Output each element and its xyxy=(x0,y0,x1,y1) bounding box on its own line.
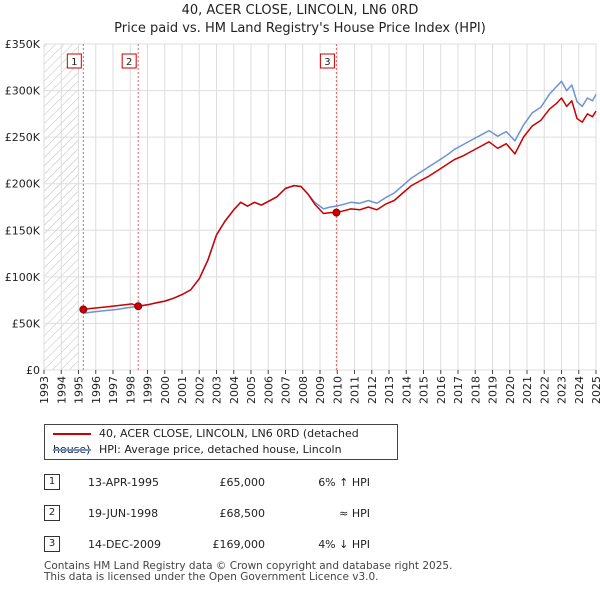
x-tick-label: 2025 xyxy=(590,376,600,404)
chart-title-block: 40, ACER CLOSE, LINCOLN, LN6 0RD Price p… xyxy=(0,2,600,38)
transaction-number-badge: 3 xyxy=(44,536,60,552)
x-tick-label: 1994 xyxy=(55,376,68,404)
price-chart: 1 2 3 £0 £50K £100K £150K £200K £250K £300K £350K… xyxy=(5,40,600,404)
transaction-hpi-comparison: 4% ↓ HPI xyxy=(318,538,370,551)
attribution-footer: Contains HM Land Registry data © Crown c… xyxy=(44,561,452,583)
y-axis-ticks: £0 £50K £100K £150K £200K £250K £300K £350K xyxy=(5,40,41,377)
x-tick-label: 2005 xyxy=(245,376,258,404)
x-tick-label: 2004 xyxy=(228,376,241,404)
x-tick-label: 2006 xyxy=(262,376,275,404)
transaction-number-badge: 1 xyxy=(44,474,60,490)
y-tick-label: £100K xyxy=(5,271,41,284)
x-tick-label: 1996 xyxy=(90,376,103,404)
transaction-hpi-comparison: 6% ↑ HPI xyxy=(318,476,370,489)
transaction-badge-box xyxy=(319,53,335,69)
transaction-badge-box xyxy=(66,53,82,69)
x-tick-label: 2001 xyxy=(176,376,189,404)
series-lines xyxy=(83,80,597,314)
transaction-marker xyxy=(79,305,88,314)
transaction-badge: 1 xyxy=(66,53,82,69)
x-tick-label: 2015 xyxy=(418,376,431,404)
transaction-price: £65,000 xyxy=(219,476,266,489)
transaction-markers xyxy=(79,208,341,314)
transaction-vlines: 1 2 3 xyxy=(66,44,337,370)
y-tick-label: £0 xyxy=(26,364,40,377)
x-tick-label: 2002 xyxy=(193,376,206,404)
transaction-marker xyxy=(134,302,143,311)
x-tick-label: 2008 xyxy=(297,376,310,404)
x-tick-label: 1993 xyxy=(38,376,51,404)
transaction-badge-label: 1 xyxy=(71,57,77,68)
transaction-badge: 2 xyxy=(121,53,137,69)
x-tick-label: 2023 xyxy=(556,376,569,404)
page-title: 40, ACER CLOSE, LINCOLN, LN6 0RD xyxy=(181,3,419,18)
x-tick-label: 2000 xyxy=(159,376,172,404)
x-tick-label: 1998 xyxy=(124,376,137,404)
x-tick-label: 1995 xyxy=(73,376,86,404)
transaction-number-badge: 2 xyxy=(44,505,60,521)
transaction-price: £169,000 xyxy=(212,538,266,551)
y-tick-label: £300K xyxy=(5,85,41,98)
footer-line-2: This data is licensed under the Open Gov… xyxy=(44,571,379,583)
x-tick-label: 2003 xyxy=(211,376,224,404)
x-tick-label: 2024 xyxy=(573,376,586,404)
legend-swatch-property xyxy=(53,433,91,435)
transaction-price: £68,500 xyxy=(219,507,266,520)
transaction-marker xyxy=(332,208,341,217)
footer-line-1: Contains HM Land Registry data © Crown c… xyxy=(44,560,453,572)
x-tick-label: 2007 xyxy=(280,376,293,404)
transaction-date: 19-JUN-1998 xyxy=(88,507,159,520)
x-tick-label: 1999 xyxy=(142,376,155,404)
transaction-date: 13-APR-1995 xyxy=(88,476,160,489)
x-tick-label: 2021 xyxy=(521,376,534,404)
transaction-badge-label: 3 xyxy=(324,57,330,68)
x-tick-label: 2012 xyxy=(366,376,379,404)
x-tick-label: 2018 xyxy=(469,376,482,404)
legend-label-hpi: HPI: Average price, detached house, Linc… xyxy=(99,443,342,456)
series-line-property xyxy=(83,97,597,311)
transaction-date: 14-DEC-2009 xyxy=(88,538,162,551)
x-axis-ticks: 1993 1994 1995 1996 1997 1998 1999 2000 2001 2002… xyxy=(38,370,600,404)
transaction-hpi-comparison: ≈ HPI xyxy=(339,507,370,520)
grid-lines xyxy=(43,43,597,371)
transaction-badge: 3 xyxy=(319,53,335,69)
x-tick-label: 1997 xyxy=(107,376,120,404)
y-tick-label: £200K xyxy=(5,178,41,191)
x-tick-label: 2022 xyxy=(538,376,551,404)
x-tick-label: 2010 xyxy=(331,376,344,404)
y-tick-label: £250K xyxy=(5,131,41,144)
x-tick-label: 2016 xyxy=(435,376,448,404)
y-tick-label: £50K xyxy=(12,317,41,330)
transaction-badge-label: 2 xyxy=(126,57,132,68)
transaction-badge-box xyxy=(121,53,137,69)
x-tick-label: 2020 xyxy=(504,376,517,404)
page-subtitle: Price paid vs. HM Land Registry's House … xyxy=(114,21,486,36)
legend-item-property: 40, ACER CLOSE, LINCOLN, LN6 0RD (detach… xyxy=(53,426,397,456)
table-row: 2 19-JUN-1998 £68,500 ≈ HPI xyxy=(44,505,404,523)
x-tick-label: 2011 xyxy=(349,376,362,404)
x-tick-label: 2017 xyxy=(452,376,465,404)
x-tick-label: 2009 xyxy=(314,376,327,404)
x-tick-label: 2014 xyxy=(400,376,413,404)
x-tick-label: 2019 xyxy=(487,376,500,404)
legend-item-hpi: HPI: Average price, detached house, Linc… xyxy=(53,442,342,458)
legend-swatch-hpi xyxy=(53,449,91,451)
chart-legend: 40, ACER CLOSE, LINCOLN, LN6 0RD (detach… xyxy=(44,424,398,460)
y-tick-label: £150K xyxy=(5,224,41,237)
table-row: 3 14-DEC-2009 £169,000 4% ↓ HPI xyxy=(44,536,404,554)
x-tick-label: 2013 xyxy=(383,376,396,404)
y-tick-label: £350K xyxy=(5,40,41,51)
table-row: 1 13-APR-1995 £65,000 6% ↑ HPI xyxy=(44,474,404,492)
